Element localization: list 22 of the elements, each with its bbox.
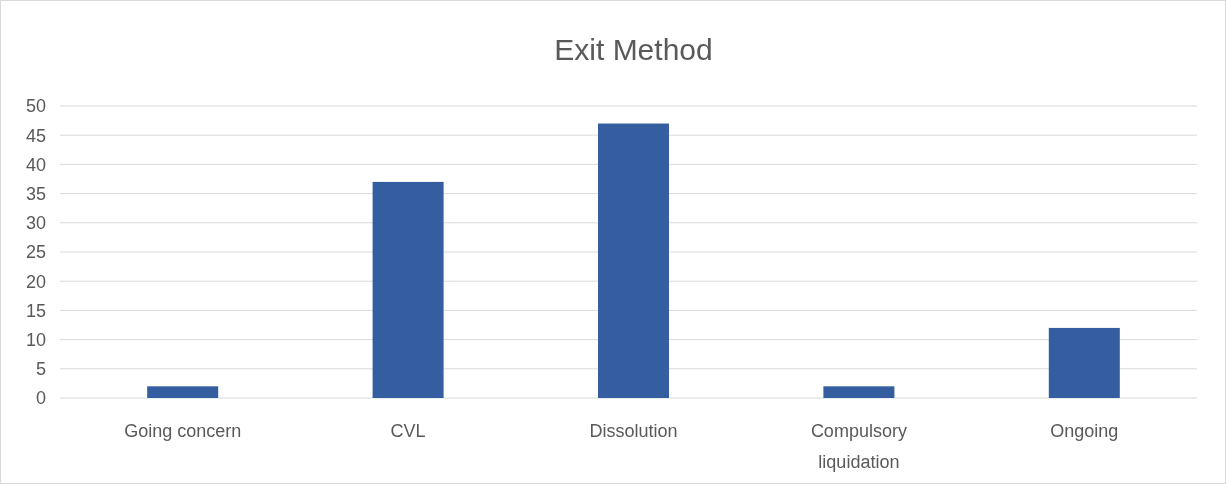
chart-title: Exit Method [554,33,713,66]
y-tick-label: 30 [25,213,46,234]
y-tick-label: 50 [25,96,46,117]
bar [1048,327,1120,398]
x-tick-label: Dissolution [589,421,678,441]
bar [598,123,669,398]
bar [372,181,444,398]
y-tick-label: 25 [25,242,46,263]
x-tick-label: Ongoing [1050,421,1119,441]
y-tick-label: 45 [25,125,46,146]
y-tick-label: 0 [35,388,46,409]
x-tick-label: Going concern [124,421,242,441]
y-tick-label: 15 [25,300,46,321]
x-tick-label: Compulsory liquidation [810,421,907,472]
y-tick-label: 5 [35,359,46,380]
bar [147,386,219,398]
y-tick-label: 35 [25,183,46,204]
y-tick-label: 40 [25,154,46,175]
bar [823,386,895,398]
y-tick-label: 10 [25,329,46,350]
y-tick-label: 20 [25,271,46,292]
x-tick-label: CVL [390,421,426,441]
